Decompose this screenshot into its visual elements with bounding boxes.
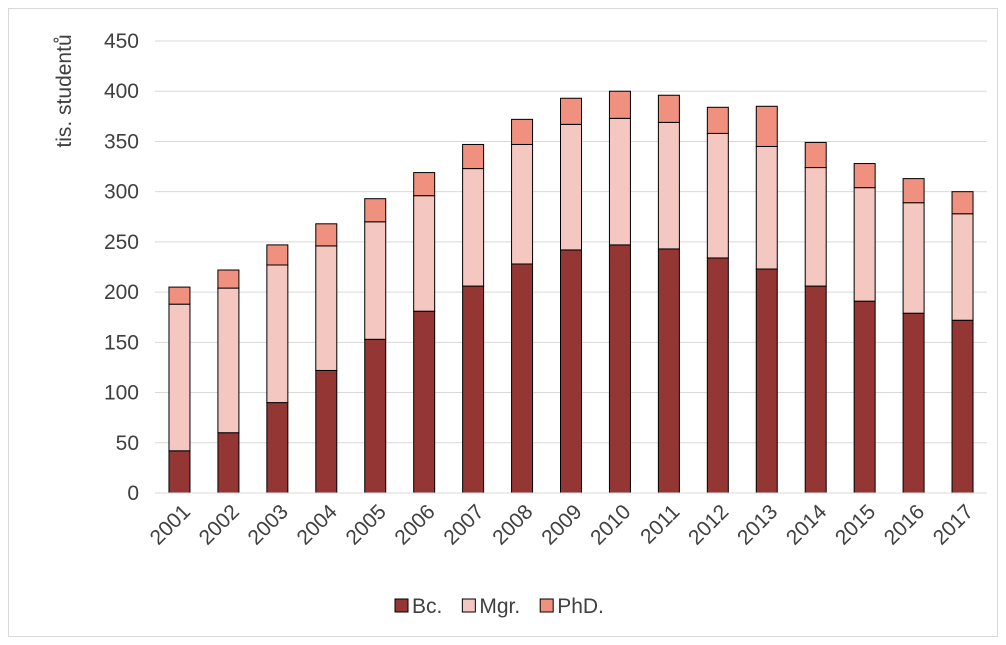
- bar-segment-mgr: [217, 287, 240, 434]
- bar-segment-bc: [413, 310, 436, 494]
- bar-segment-phd: [315, 223, 338, 247]
- y-tick-label: 0: [127, 482, 139, 505]
- bar-segment-mgr: [168, 303, 191, 452]
- y-tick-label: 150: [104, 331, 139, 354]
- bar-segment-phd: [364, 198, 387, 223]
- bar-segment-mgr: [853, 187, 876, 302]
- y-tick-label: 200: [104, 281, 139, 304]
- legend-swatch: [539, 598, 554, 613]
- bar-segment-phd: [902, 178, 925, 204]
- bar-segment-bc: [315, 369, 338, 494]
- x-tick-label: 2006: [390, 500, 439, 549]
- bar-segment-mgr: [315, 245, 338, 371]
- legend: Bc. Mgr. PhD.: [394, 595, 604, 618]
- bar-segment-bc: [706, 257, 729, 494]
- y-axis-title: tis. studentů: [53, 34, 76, 147]
- bar-segment-phd: [168, 286, 191, 305]
- legend-label: PhD.: [557, 595, 604, 618]
- y-tick-label: 50: [116, 432, 139, 455]
- bar-segment-phd: [657, 94, 680, 123]
- bar-segment-phd: [511, 118, 534, 145]
- bar-segment-mgr: [608, 117, 631, 246]
- bar-segment-mgr: [804, 167, 827, 287]
- x-tick-label: 2014: [782, 500, 832, 550]
- legend-item: PhD.: [539, 595, 604, 618]
- bar-segment-phd: [951, 191, 974, 215]
- bar-segment-bc: [168, 450, 191, 494]
- x-tick-label: 2016: [880, 500, 929, 549]
- bar-segment-bc: [755, 268, 778, 494]
- bar-segment-phd: [217, 269, 240, 289]
- legend-label: Mgr.: [479, 595, 520, 618]
- x-tick-label: 2002: [195, 500, 244, 549]
- legend-item: Bc.: [394, 595, 442, 618]
- bar-segment-mgr: [902, 202, 925, 314]
- bar-segment-bc: [902, 312, 925, 494]
- legend-label: Bc.: [412, 595, 442, 618]
- legend-swatch: [461, 598, 476, 613]
- bar-segment-mgr: [364, 221, 387, 340]
- bar-segment-bc: [266, 402, 289, 494]
- x-tick-label: 2005: [341, 500, 390, 549]
- bar-segment-bc: [804, 285, 827, 494]
- bar-segment-bc: [364, 338, 387, 494]
- legend-item: Mgr.: [461, 595, 520, 618]
- y-tick-label: 100: [104, 382, 139, 405]
- bar-segment-mgr: [706, 132, 729, 259]
- bar-segment-bc: [217, 432, 240, 494]
- bar-segment-bc: [511, 263, 534, 494]
- bar-segment-phd: [755, 105, 778, 147]
- bar-segment-phd: [804, 141, 827, 169]
- x-tick-label: 2013: [733, 500, 782, 549]
- bar-segment-phd: [853, 163, 876, 189]
- bar-segment-mgr: [951, 213, 974, 321]
- x-tick-label: 2003: [244, 500, 293, 549]
- y-tick-label: 250: [104, 231, 139, 254]
- bar-segment-mgr: [511, 143, 534, 265]
- chart-frame: 0 50 100 150 200 250 300 350 400 450 2001 2002 2003 2…: [8, 8, 998, 637]
- x-tick-label: 2001: [146, 500, 195, 549]
- y-tick-label: 400: [104, 80, 139, 103]
- bar-segment-phd: [608, 90, 631, 119]
- legend-swatch: [394, 598, 409, 613]
- x-tick-label: 2008: [488, 500, 537, 549]
- bar-segment-bc: [853, 300, 876, 494]
- bar-segment-phd: [560, 97, 582, 125]
- x-tick-label: 2012: [684, 500, 733, 549]
- bar-segment-mgr: [560, 123, 582, 251]
- y-tick-label: 300: [104, 181, 139, 204]
- bar-segment-mgr: [657, 121, 680, 250]
- bar-segment-bc: [657, 248, 680, 494]
- bar-segment-phd: [413, 172, 436, 197]
- bar-segment-mgr: [413, 195, 436, 312]
- y-tick-label: 350: [104, 130, 139, 153]
- bar-segment-bc: [608, 244, 631, 494]
- bar-segment-bc: [951, 319, 974, 494]
- bar-segment-phd: [266, 244, 289, 266]
- x-tick-label: 2004: [293, 500, 343, 550]
- bar-segment-mgr: [266, 264, 289, 404]
- x-tick-label: 2009: [537, 500, 586, 549]
- y-tick-label: 450: [104, 30, 139, 53]
- x-tick-label: 2015: [831, 500, 880, 549]
- bar-segment-bc: [560, 249, 582, 494]
- bar-segment-bc: [462, 285, 485, 494]
- x-tick-label: 2011: [636, 500, 684, 548]
- bar-segment-phd: [706, 106, 729, 134]
- x-tick-label: 2010: [586, 500, 635, 549]
- bar-segment-mgr: [462, 168, 485, 287]
- x-tick-label: 2017: [929, 500, 978, 549]
- bar-segment-mgr: [755, 145, 778, 270]
- x-tick-label: 2007: [439, 500, 488, 549]
- bar-segment-phd: [462, 143, 485, 170]
